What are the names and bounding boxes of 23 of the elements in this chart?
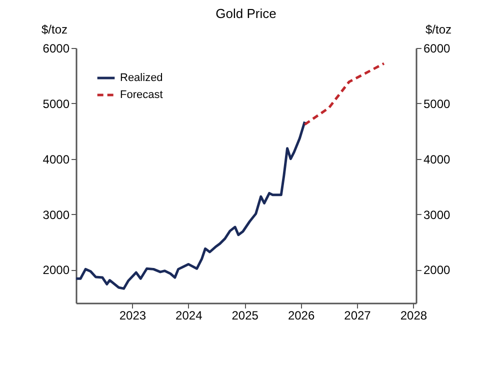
chart-title: Gold Price [216, 6, 276, 21]
x-tick-label: 2026 [288, 308, 315, 322]
y-tick-label: 3000 [42, 208, 70, 222]
y-tick-label: 2000 [42, 263, 70, 278]
y-tick-label: 5000 [42, 96, 70, 111]
legend-label: Forecast [120, 89, 163, 101]
line-series [303, 62, 386, 126]
x-tick-label: 2024 [176, 308, 203, 322]
y2-tick-label: 4000 [424, 152, 451, 166]
legend-label: Realized [120, 72, 163, 84]
y2-tick-label: 3000 [424, 208, 451, 222]
x-tick-label: 2028 [400, 308, 428, 322]
y-tick-label: 6000 [42, 42, 70, 56]
y-tick-label: 4000 [42, 152, 70, 166]
line-series [74, 120, 306, 290]
y2-tick-label: 6000 [424, 42, 451, 56]
x-tick-label: 2023 [119, 308, 146, 322]
x-tick-label: 2027 [344, 308, 372, 322]
y-axis-title: $/toz [41, 22, 68, 36]
y2-tick-label: 5000 [424, 96, 451, 111]
y2-tick-label: 2000 [424, 263, 451, 278]
x-tick-label: 2025 [232, 308, 259, 322]
y2-axis-title: $/toz [425, 22, 452, 36]
